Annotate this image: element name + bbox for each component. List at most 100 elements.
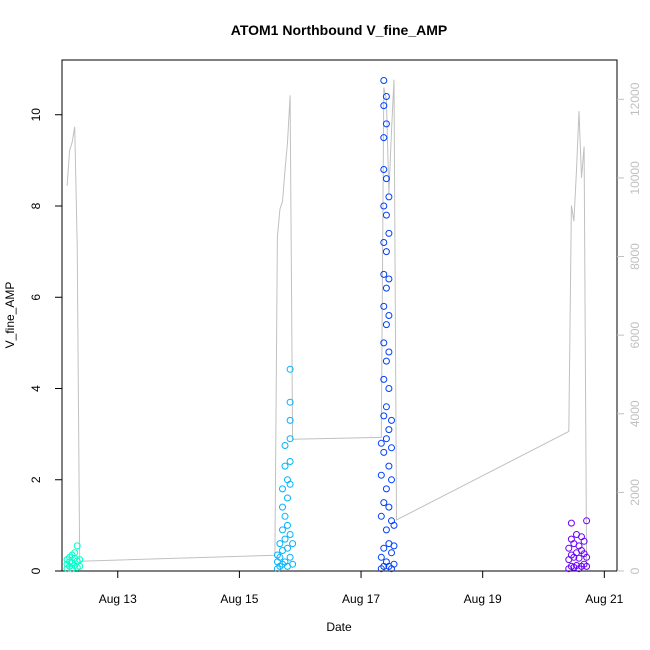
data-point-series-4	[583, 562, 591, 570]
x-tick-label: Aug 19	[464, 592, 502, 606]
y-axis-label: V_fine_AMP	[3, 282, 17, 349]
data-point-series-3	[380, 412, 388, 420]
data-point-series-3	[380, 202, 388, 210]
data-point-series-3	[380, 339, 388, 347]
data-point-series-1	[73, 542, 81, 550]
y2-tick-label: 0	[628, 567, 642, 574]
x-axis: Aug 13 Aug 15 Aug 17 Aug 19 Aug 21	[99, 571, 624, 606]
data-point-series-3	[388, 549, 395, 557]
data-point-series-3	[377, 512, 385, 520]
data-point-series-3	[385, 275, 393, 283]
data-point-series-2	[281, 535, 289, 543]
data-point-series-3	[380, 239, 388, 246]
data-point-series-2	[281, 512, 289, 520]
data-point-series-3	[377, 553, 385, 561]
y-axis-left: 0 2 4 6 8 10	[29, 108, 62, 574]
data-point-series-2	[286, 553, 294, 561]
data-point-series-2	[281, 462, 289, 470]
data-point-series-3	[385, 229, 393, 237]
data-point-series-2	[289, 540, 297, 548]
data-point-series-3	[380, 102, 388, 110]
data-point-series-3	[380, 375, 388, 383]
plot-frame	[61, 59, 618, 572]
data-point-series-3	[380, 544, 388, 552]
data-point-series-4	[567, 519, 575, 527]
data-point-series-3	[380, 448, 388, 456]
data-point-series-2	[286, 480, 294, 488]
data-point-series-2	[284, 544, 291, 552]
y2-tick-label: 2000	[628, 479, 642, 506]
y2-tick-label: 12000	[628, 82, 642, 116]
y-tick-label: 2	[29, 476, 43, 483]
data-point-series-3	[380, 134, 388, 142]
data-point-series-2	[276, 553, 284, 561]
data-point-series-2	[279, 503, 286, 511]
data-point-series-4	[565, 544, 573, 552]
chart-title: ATOM1 Northbound V_fine_AMP	[231, 22, 447, 38]
data-point-series-2	[286, 365, 294, 373]
data-point-series-4	[583, 553, 591, 561]
data-point-series-3	[380, 302, 388, 310]
x-tick-label: Aug 15	[220, 592, 258, 606]
data-point-series-3	[382, 403, 390, 411]
data-point-series-2	[286, 416, 294, 424]
y2-tick-label: 4000	[628, 400, 642, 427]
data-point-series-2	[284, 476, 291, 484]
data-point-series-3	[380, 166, 388, 173]
x-axis-label: Date	[326, 620, 352, 634]
data-point-series-3	[388, 416, 395, 424]
data-point-series-1	[76, 562, 84, 570]
data-point-series-2	[281, 442, 289, 449]
data-point-series-3	[380, 77, 388, 84]
data-point-series-3	[385, 348, 393, 356]
secondary-line-layer	[66, 79, 588, 568]
data-point-series-4	[583, 517, 591, 525]
data-point-series-2	[286, 435, 294, 443]
data-point-series-3	[382, 120, 390, 128]
data-point-series-2	[279, 485, 286, 493]
data-point-series-3	[385, 462, 393, 470]
data-point-series-3	[382, 357, 390, 365]
data-point-series-3	[382, 321, 390, 329]
data-point-series-1	[71, 549, 79, 557]
y2-tick-label: 10000	[628, 161, 642, 195]
data-point-series-3	[382, 485, 390, 493]
data-point-series-3	[382, 284, 390, 292]
data-point-series-3	[380, 270, 388, 278]
y-axis-right: 0 2000 4000 6000 8000 10000 12000	[617, 82, 642, 574]
data-point-series-3	[382, 175, 390, 183]
data-point-series-3	[382, 526, 390, 534]
data-point-series-3	[380, 499, 388, 507]
data-point-series-3	[390, 542, 398, 550]
y-tick-label: 0	[29, 567, 43, 574]
scatter-point-layer	[63, 77, 591, 573]
y2-tick-label: 8000	[628, 243, 642, 270]
data-point-series-3	[382, 93, 390, 100]
y2-tick-label: 6000	[628, 321, 642, 348]
x-tick-label: Aug 17	[342, 592, 380, 606]
data-point-series-3	[388, 476, 395, 484]
secondary-series-line	[66, 79, 588, 568]
data-point-series-3	[385, 385, 393, 392]
data-point-series-3	[382, 435, 390, 443]
data-point-series-3	[385, 312, 393, 319]
data-point-series-2	[286, 398, 294, 406]
data-point-series-3	[377, 471, 385, 479]
data-point-series-3	[382, 248, 390, 256]
y-tick-label: 4	[29, 385, 43, 392]
data-point-series-3	[390, 560, 398, 568]
data-point-series-3	[385, 503, 393, 511]
data-point-series-3	[385, 426, 393, 434]
data-point-series-2	[286, 531, 294, 538]
y-tick-label: 8	[29, 202, 43, 209]
data-point-series-3	[377, 439, 385, 447]
data-point-series-4	[578, 533, 585, 541]
data-point-series-3	[382, 211, 390, 219]
data-point-series-3	[390, 521, 398, 529]
y-tick-label: 10	[29, 108, 43, 122]
data-point-series-4	[580, 537, 588, 545]
data-point-series-3	[388, 444, 395, 452]
data-point-series-1	[76, 556, 84, 564]
data-point-series-2	[286, 458, 294, 465]
